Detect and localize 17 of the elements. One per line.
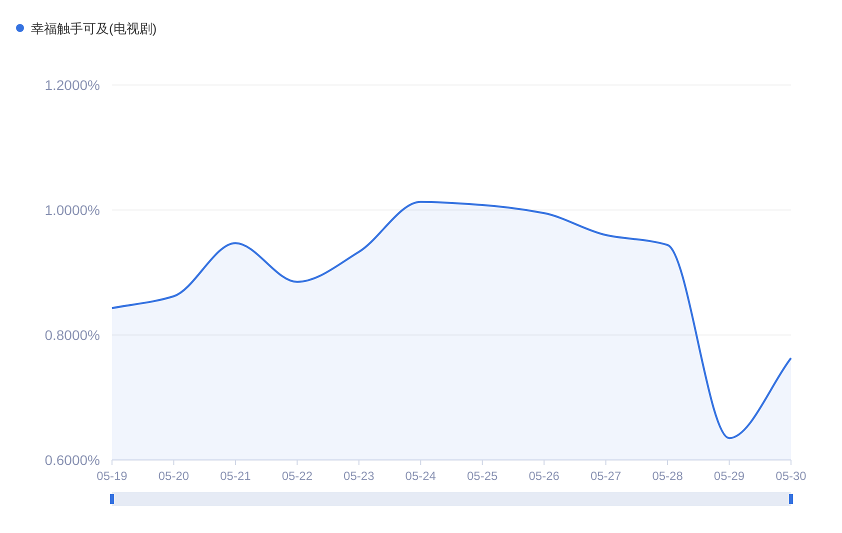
x-tick-label: 05-21 (220, 469, 252, 483)
x-tick-label: 05-28 (652, 469, 684, 483)
x-tick-label: 05-19 (96, 469, 128, 483)
x-tick-label: 05-22 (282, 469, 313, 483)
x-tick-label: 05-29 (714, 469, 745, 483)
x-tick-label: 05-24 (405, 469, 436, 483)
x-tick-label: 05-27 (590, 469, 622, 483)
y-tick-label: 0.8000% (44, 327, 100, 343)
x-tick-label: 05-23 (344, 469, 375, 483)
y-tick-label: 1.2000% (44, 77, 100, 93)
x-tick-label: 05-25 (467, 469, 498, 483)
y-tick-label: 1.0000% (44, 202, 100, 218)
x-tick-label: 05-30 (776, 469, 807, 483)
x-tick-label: 05-26 (528, 469, 560, 483)
legend-label: 幸福触手可及(电视剧) (31, 21, 157, 36)
x-tick-label: 05-20 (158, 469, 190, 483)
y-tick-label: 0.6000% (44, 452, 100, 468)
